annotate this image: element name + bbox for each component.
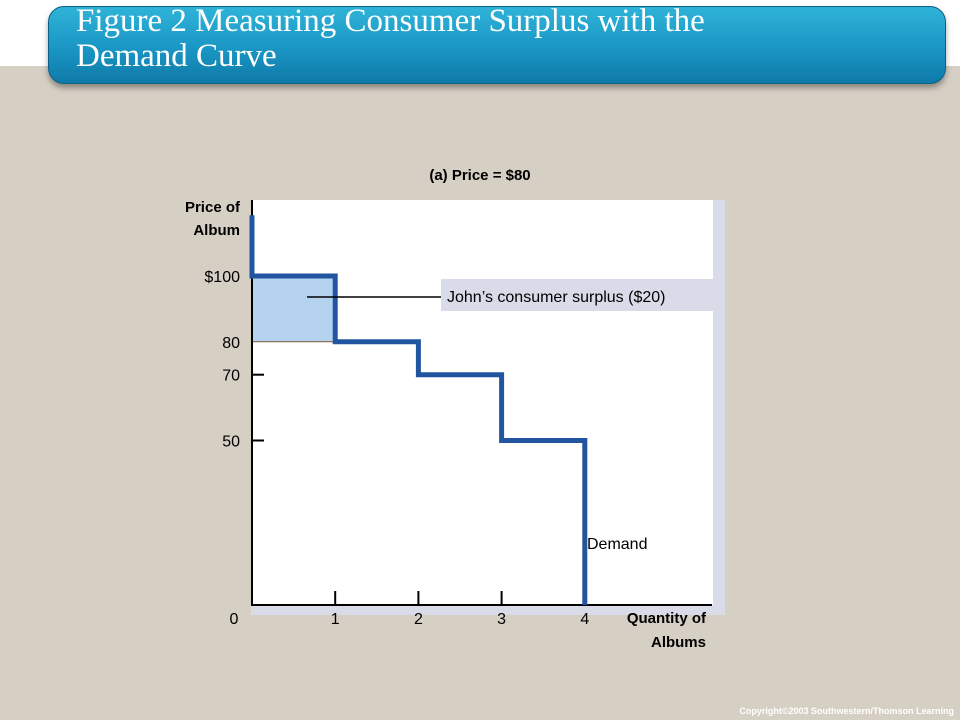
origin-label: 0 xyxy=(230,611,239,628)
plot-shadow xyxy=(711,200,725,615)
demand-label: Demand xyxy=(587,536,647,553)
x-tick-label: 4 xyxy=(580,611,589,628)
x-tick-label: 1 xyxy=(331,611,340,628)
plot-background xyxy=(251,200,713,606)
title-bar xyxy=(48,6,946,84)
y-axis-label-line1: Price of xyxy=(185,199,241,216)
x-tick-label: 3 xyxy=(497,611,506,628)
consumer-surplus-area xyxy=(252,276,336,342)
slide-title: Figure 2 Measuring Consumer Surplus with… xyxy=(76,3,705,74)
x-axis-label-line2: Albums xyxy=(651,634,706,651)
y-tick-label: 70 xyxy=(222,368,240,385)
copyright-notice: Copyright©2003 Southwestern/Thomson Lear… xyxy=(739,706,954,716)
surplus-label: John’s consumer surplus ($20) xyxy=(447,289,665,306)
x-tick-label: 2 xyxy=(414,611,423,628)
plot-bottom-shadow xyxy=(251,605,725,615)
surplus-callout-box xyxy=(441,279,718,311)
y-tick-label: $100 xyxy=(204,269,240,286)
demand-curve xyxy=(249,215,588,605)
chart-title: (a) Price = $80 xyxy=(429,167,530,184)
y-tick-label: 50 xyxy=(222,434,240,451)
y-axis-label-line2: Album xyxy=(193,222,240,239)
x-axis-label-line1: Quantity of xyxy=(627,610,707,627)
y-tick-label: 80 xyxy=(222,335,240,352)
